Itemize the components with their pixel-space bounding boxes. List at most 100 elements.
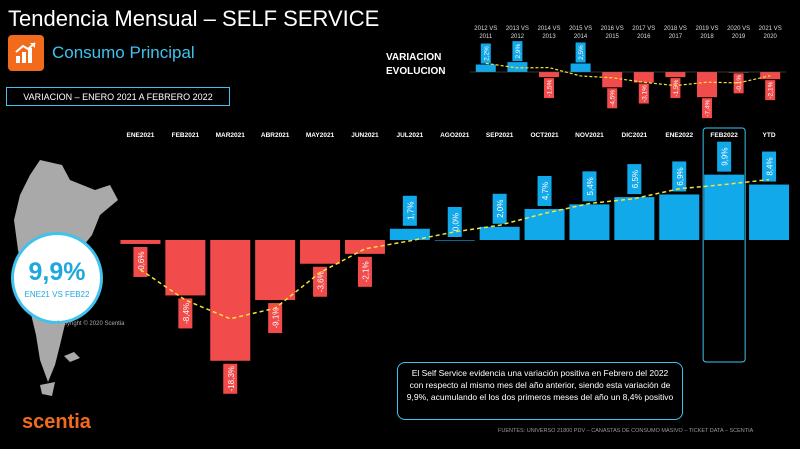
bar	[210, 240, 251, 361]
mini-category-label: 2017	[669, 34, 683, 40]
mini-data-label-group: -3,1%	[638, 83, 649, 104]
mini-data-label-bg	[480, 43, 491, 64]
mini-bar	[697, 72, 717, 98]
period-label: VARIACION – ENERO 2021 A FEBRERO 2022	[6, 87, 230, 106]
data-label-group: -3,6%	[313, 266, 328, 297]
data-label-group: -9,1%	[268, 303, 283, 334]
data-label-bg	[447, 207, 462, 237]
bar	[120, 240, 161, 244]
data-label: -0,6%	[137, 252, 146, 273]
data-label-bg	[223, 363, 238, 394]
mini-category-label: 2021 VS	[759, 26, 782, 32]
mini-trend-line	[485, 62, 771, 87]
bar	[300, 240, 341, 264]
bar	[479, 226, 520, 240]
mini-data-label-bg	[638, 83, 649, 104]
mini-data-label-bg	[512, 41, 523, 62]
mini-data-label-bg	[575, 42, 586, 63]
bar	[659, 194, 700, 240]
mini-data-label: 2,5%	[578, 45, 585, 60]
mini-label-evolucion: EVOLUCION	[386, 66, 446, 77]
mini-data-label-bg	[733, 73, 744, 94]
data-label-group: 6,9%	[672, 161, 687, 192]
data-label-group: 4,7%	[537, 175, 552, 206]
data-label-group: 9,9%	[717, 141, 732, 172]
mini-data-label: 2,2%	[483, 46, 490, 61]
data-label-bg	[402, 195, 417, 226]
bar	[614, 197, 655, 240]
data-label: 2,0%	[496, 200, 505, 218]
data-label: 4,7%	[541, 182, 550, 200]
trend-line	[140, 178, 770, 320]
category-label: MAR2021	[216, 132, 246, 139]
data-label: 0,0%	[451, 213, 460, 231]
mini-data-label-bg	[544, 78, 554, 99]
mini-category-label: 2016	[637, 34, 651, 40]
mini-bar	[760, 72, 781, 80]
highlight-value: 9,9%	[28, 257, 86, 286]
category-label: SEP2021	[486, 132, 514, 139]
mini-data-label-bg	[765, 80, 776, 101]
mini-category-label: 2011	[479, 34, 493, 40]
mini-category-label: 2012 VS	[474, 26, 497, 32]
mini-category-label: 2012	[511, 34, 525, 40]
info-box: El Self Service evidencia una variación …	[397, 362, 683, 420]
mini-chart-label: VARIACION EVOLUCION	[386, 51, 445, 79]
category-label: AGO2021	[440, 132, 470, 139]
page-title: Tendencia Mensual – SELF SERVICE	[8, 6, 380, 31]
category-label: YTD	[763, 132, 776, 139]
data-label-bg	[717, 141, 732, 172]
mini-data-label: -1,5%	[547, 79, 554, 96]
mini-category-label: 2020	[764, 34, 778, 40]
data-label-group: -0,6%	[133, 246, 148, 277]
mini-bar	[475, 64, 496, 72]
data-label: 8,4%	[766, 157, 775, 175]
bar	[389, 228, 430, 240]
mini-data-label-group: -7,4%	[702, 98, 712, 119]
mini-data-label: -7,4%	[705, 99, 712, 116]
mini-data-label-group: -4,5%	[607, 88, 618, 109]
mini-category-label: 2014 VS	[537, 26, 560, 32]
mini-bar	[665, 72, 686, 78]
data-label: 6,9%	[676, 167, 685, 185]
data-label: -9,1%	[272, 308, 281, 329]
mini-bar	[507, 62, 528, 72]
mini-data-label: -4,5%	[610, 90, 617, 107]
data-label-bg	[672, 161, 687, 192]
mini-category-label: 2013	[542, 34, 556, 40]
bar	[524, 208, 565, 240]
data-label-bg	[492, 193, 507, 224]
data-label-bg	[762, 151, 777, 182]
mini-category-label: 2019 VS	[695, 26, 718, 32]
footer-sources: FUENTES: UNIVERSO 21800 PDV – CANASTAS D…	[498, 428, 754, 434]
data-label-bg	[178, 298, 193, 329]
data-label-bg	[627, 164, 642, 195]
mini-data-label-group: 2,2%	[480, 43, 491, 64]
bar	[569, 204, 610, 240]
bar	[434, 240, 475, 241]
data-label: -2,1%	[361, 261, 370, 282]
mini-data-label: -1,5%	[673, 79, 680, 96]
mini-category-label: 2019	[732, 34, 746, 40]
mini-category-label: 2020 VS	[727, 26, 750, 32]
data-label-bg	[537, 175, 552, 206]
category-label: FEB2021	[172, 132, 200, 139]
category-label: OCT2021	[530, 132, 559, 139]
copyright: Copyright © 2020 Scentia	[56, 321, 125, 327]
mini-bar	[728, 72, 749, 73]
data-label-bg	[313, 266, 328, 297]
data-label-group: -2,1%	[357, 256, 372, 287]
mini-data-label-group: 2,5%	[575, 42, 586, 63]
bar	[344, 240, 385, 254]
data-label: 6,5%	[631, 170, 640, 188]
category-label: ENE2022	[665, 132, 693, 139]
mini-data-label: 2,9%	[515, 44, 522, 59]
mini-data-label: -3,1%	[641, 85, 648, 102]
mini-bar	[570, 63, 591, 72]
data-label-group: 5,4%	[582, 171, 597, 202]
data-label-bg	[582, 171, 597, 202]
data-label-group: -18,3%	[223, 363, 238, 394]
mini-category-label: 2015	[606, 34, 620, 40]
